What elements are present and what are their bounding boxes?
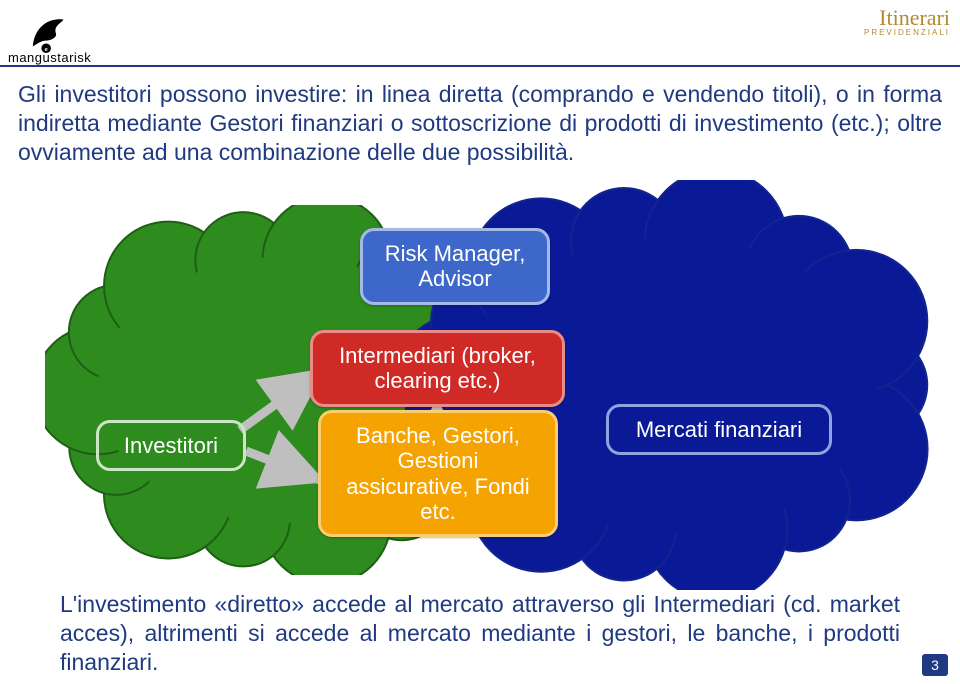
intro-paragraph: Gli investitori possono investire: in li… (18, 80, 942, 166)
header-divider (0, 65, 960, 67)
brand-left: e mangustarisk (8, 8, 91, 65)
brand-right-script: Itinerari (864, 8, 950, 28)
node-advisor: Risk Manager, Advisor (360, 228, 550, 305)
node-investitori: Investitori (96, 420, 246, 471)
brand-left-label: mangustarisk (8, 50, 91, 65)
node-intermediari: Intermediari (broker, clearing etc.) (310, 330, 565, 407)
brand-right: Itinerari PREVIDENZIALI (864, 8, 950, 37)
brand-right-sub: PREVIDENZIALI (864, 28, 950, 37)
footer-paragraph: L'investimento «diretto» accede al merca… (60, 590, 900, 676)
mongoose-icon: e (27, 8, 73, 54)
node-banche: Banche, Gestori, Gestioni assicurative, … (318, 410, 558, 537)
node-mercati: Mercati finanziari (606, 404, 832, 455)
page-number: 3 (922, 654, 948, 676)
